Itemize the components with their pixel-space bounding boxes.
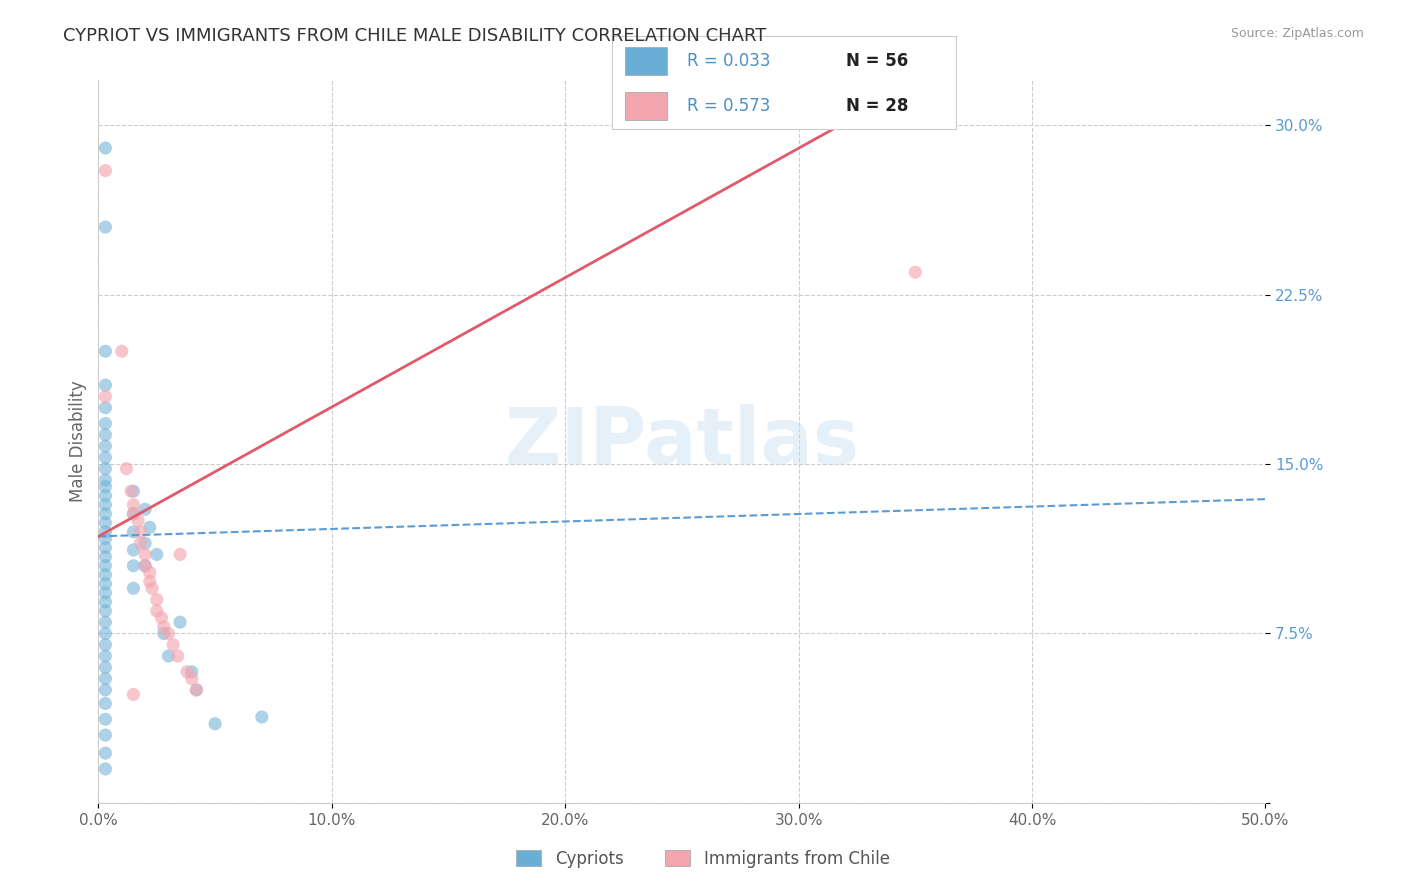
Point	[186, 682, 208, 697]
Point	[139, 574, 162, 589]
Point	[139, 566, 162, 580]
Point	[94, 576, 117, 591]
Point	[94, 450, 117, 465]
Point	[122, 507, 145, 521]
Point	[94, 507, 117, 521]
Point	[122, 582, 145, 596]
Point	[94, 439, 117, 453]
Point	[94, 417, 117, 431]
Point	[134, 558, 156, 573]
Point	[904, 265, 927, 279]
Point	[169, 548, 191, 562]
Text: ZIPatlas: ZIPatlas	[505, 403, 859, 480]
Point	[94, 604, 117, 618]
Point	[180, 672, 202, 686]
Point	[94, 615, 117, 630]
Point	[94, 489, 117, 503]
Point	[180, 665, 202, 679]
Point	[122, 507, 145, 521]
Point	[94, 558, 117, 573]
Point	[94, 595, 117, 609]
Point	[94, 427, 117, 442]
Text: N = 28: N = 28	[846, 97, 908, 115]
Point	[122, 542, 145, 557]
Point	[134, 548, 156, 562]
Point	[152, 626, 174, 640]
Point	[94, 480, 117, 494]
Point	[94, 682, 117, 697]
Point	[157, 648, 180, 663]
Point	[129, 536, 152, 550]
Text: N = 56: N = 56	[846, 52, 908, 70]
Point	[134, 502, 156, 516]
Legend: Cypriots, Immigrants from Chile: Cypriots, Immigrants from Chile	[510, 844, 896, 875]
Point	[94, 728, 117, 742]
Point	[162, 638, 184, 652]
Point	[186, 682, 208, 697]
Point	[94, 141, 117, 155]
Point	[94, 672, 117, 686]
Point	[94, 378, 117, 392]
Point	[94, 762, 117, 776]
Point	[94, 473, 117, 487]
Point	[139, 520, 162, 534]
Point	[94, 541, 117, 555]
Point	[157, 626, 180, 640]
Point	[166, 648, 188, 663]
Point	[94, 712, 117, 726]
Point	[94, 524, 117, 539]
FancyBboxPatch shape	[626, 47, 666, 75]
Text: Source: ZipAtlas.com: Source: ZipAtlas.com	[1230, 27, 1364, 40]
Point	[94, 220, 117, 235]
Text: R = 0.033: R = 0.033	[688, 52, 770, 70]
Point	[94, 498, 117, 512]
Point	[94, 401, 117, 415]
Point	[94, 532, 117, 546]
Point	[129, 524, 152, 539]
Point	[176, 665, 198, 679]
Point	[141, 582, 163, 596]
Point	[122, 484, 145, 499]
Point	[146, 548, 169, 562]
Point	[115, 461, 138, 475]
Point	[122, 558, 145, 573]
Point	[94, 549, 117, 564]
Point	[122, 687, 145, 701]
Point	[94, 516, 117, 530]
Point	[94, 344, 117, 359]
Point	[94, 567, 117, 582]
Point	[94, 660, 117, 674]
Point	[146, 592, 169, 607]
Point	[122, 498, 145, 512]
Point	[204, 716, 226, 731]
Point	[94, 638, 117, 652]
Point	[146, 604, 169, 618]
Point	[94, 389, 117, 403]
Point	[152, 620, 174, 634]
Point	[94, 648, 117, 663]
Point	[127, 514, 149, 528]
Point	[94, 163, 117, 178]
Point	[120, 484, 142, 499]
Point	[94, 586, 117, 600]
Point	[94, 461, 117, 475]
Text: R = 0.573: R = 0.573	[688, 97, 770, 115]
Text: CYPRIOT VS IMMIGRANTS FROM CHILE MALE DISABILITY CORRELATION CHART: CYPRIOT VS IMMIGRANTS FROM CHILE MALE DI…	[63, 27, 766, 45]
Point	[94, 746, 117, 760]
Point	[134, 536, 156, 550]
Point	[94, 697, 117, 711]
Y-axis label: Male Disability: Male Disability	[69, 381, 87, 502]
Point	[94, 626, 117, 640]
FancyBboxPatch shape	[626, 92, 666, 120]
Point	[169, 615, 191, 630]
Point	[250, 710, 273, 724]
Point	[134, 558, 156, 573]
Point	[150, 610, 173, 624]
Point	[111, 344, 134, 359]
Point	[122, 524, 145, 539]
